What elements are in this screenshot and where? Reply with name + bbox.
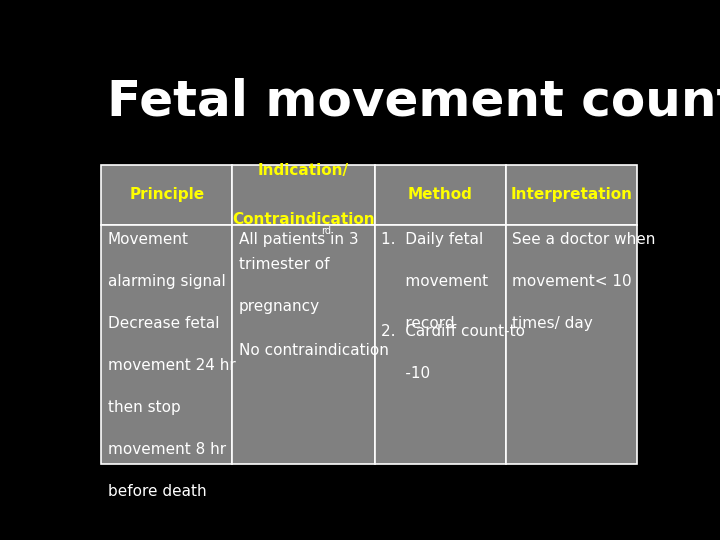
Text: 2.  Cardiff count-to

     -10: 2. Cardiff count-to -10 <box>382 324 526 381</box>
Text: No contraindication: No contraindication <box>239 342 389 357</box>
Text: rd: rd <box>322 226 332 236</box>
Text: Principle: Principle <box>129 187 204 202</box>
FancyBboxPatch shape <box>233 165 374 225</box>
FancyBboxPatch shape <box>233 225 374 464</box>
Text: 1.  Daily fetal

     movement

     record: 1. Daily fetal movement record <box>382 232 488 332</box>
FancyBboxPatch shape <box>374 165 505 225</box>
Text: See a doctor when

movement< 10

times/ day: See a doctor when movement< 10 times/ da… <box>513 232 656 332</box>
FancyBboxPatch shape <box>101 225 233 464</box>
Text: Indication/

Contraindication: Indication/ Contraindication <box>232 163 374 227</box>
Text: trimester of

pregnancy: trimester of pregnancy <box>239 258 330 314</box>
Text: Interpretation: Interpretation <box>510 187 632 202</box>
Text: Fetal movement count: Fetal movement count <box>107 77 720 125</box>
Text: All patients in 3: All patients in 3 <box>239 232 359 247</box>
Text: Method: Method <box>408 187 472 202</box>
FancyBboxPatch shape <box>101 165 233 225</box>
FancyBboxPatch shape <box>505 165 637 225</box>
FancyBboxPatch shape <box>505 225 637 464</box>
FancyBboxPatch shape <box>374 225 505 464</box>
Text: Movement

alarming signal

Decrease fetal

movement 24 hr

then stop

movement 8: Movement alarming signal Decrease fetal … <box>108 232 235 500</box>
